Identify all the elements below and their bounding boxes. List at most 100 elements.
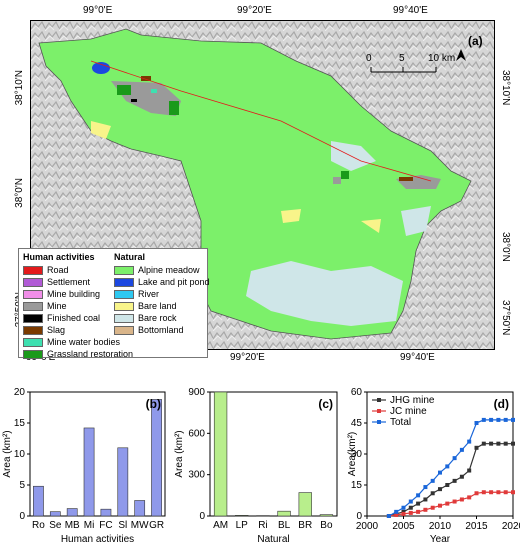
lat-label-left-2: 38°0'N xyxy=(14,178,25,208)
x-tick-label: BR xyxy=(298,520,312,531)
y-tick-label: 0 xyxy=(19,511,25,522)
coal-1 xyxy=(131,99,137,102)
human-legend-label: Mine xyxy=(47,301,67,311)
series-point xyxy=(504,442,508,446)
natural-legend-item: Bottomland xyxy=(114,324,210,336)
bar-BL xyxy=(278,511,291,516)
restoration-1 xyxy=(117,85,131,95)
lat-label-right-1: 38°10'N xyxy=(500,70,511,105)
bar-FC xyxy=(101,509,111,516)
x-axis-label: Year xyxy=(430,534,451,545)
x-tick-label: Ri xyxy=(258,520,267,531)
series-point xyxy=(416,493,420,497)
series-point xyxy=(460,497,464,501)
x-axis-label: Natural xyxy=(257,534,289,545)
bar-Mi xyxy=(84,428,94,516)
x-tick-label: 2015 xyxy=(465,521,488,532)
natural-legend-swatch xyxy=(114,326,134,335)
x-tick-label: 2010 xyxy=(429,521,452,532)
natural-legend-swatch xyxy=(114,290,134,299)
series-point xyxy=(409,506,413,510)
human-legend-label: Mine water bodies xyxy=(47,337,120,347)
y-tick-label: 5 xyxy=(19,480,25,491)
lon-label-bottom-3: 99°40'E xyxy=(400,352,435,363)
y-axis-label: Area (km²) xyxy=(2,430,13,477)
y-tick-label: 15 xyxy=(14,418,26,429)
series-point xyxy=(504,418,508,422)
series-point xyxy=(489,418,493,422)
series-point xyxy=(402,512,406,516)
human-legend-label: Settlement xyxy=(47,277,90,287)
series-point xyxy=(438,487,442,491)
series-point xyxy=(438,504,442,508)
y-tick-label: 0 xyxy=(199,511,205,522)
human-legend-swatch xyxy=(23,266,43,275)
series-point xyxy=(460,475,464,479)
chart-d: 01530456020002005201020152020YearArea(km… xyxy=(345,370,520,550)
series-point xyxy=(423,508,427,512)
series-point xyxy=(482,490,486,494)
x-tick-label: MW xyxy=(131,520,149,531)
x-tick-label: 2000 xyxy=(356,521,379,532)
human-legend-swatch xyxy=(23,338,43,347)
y-tick-label: 10 xyxy=(14,449,26,460)
bar-MW xyxy=(135,501,145,517)
series-point xyxy=(416,502,420,506)
series-point xyxy=(475,446,479,450)
series-point xyxy=(431,506,435,510)
bar-Bo xyxy=(320,515,333,516)
series-point xyxy=(467,440,471,444)
series-point xyxy=(511,418,515,422)
legend-marker xyxy=(377,409,381,413)
series-point xyxy=(416,510,420,514)
human-legend-item: Grassland restoration xyxy=(23,348,133,360)
series-point xyxy=(467,469,471,473)
slag-2 xyxy=(399,177,413,181)
panel-label: (d) xyxy=(494,397,509,411)
natural-legend-label: Alpine meadow xyxy=(138,265,200,275)
series-point xyxy=(438,471,442,475)
natural-legend-item: Bare rock xyxy=(114,312,210,324)
panel-label: (c) xyxy=(318,397,333,411)
human-legend-swatch xyxy=(23,302,43,311)
series-point xyxy=(511,442,515,446)
x-tick-label: GR xyxy=(149,520,164,531)
series-point xyxy=(482,442,486,446)
lon-label-top-3: 99°40'E xyxy=(393,5,428,16)
series-point xyxy=(475,421,479,425)
x-tick-label: Mi xyxy=(84,520,95,531)
series-point xyxy=(504,490,508,494)
human-legend-label: Slag xyxy=(47,325,65,335)
series-point xyxy=(409,500,413,504)
natural-legend-item: Alpine meadow xyxy=(114,264,210,276)
human-legend-label: Road xyxy=(47,265,69,275)
series-point xyxy=(496,442,500,446)
human-legend-swatch xyxy=(23,278,43,287)
scale-tick-5: 5 xyxy=(399,53,405,64)
series-point xyxy=(453,500,457,504)
y-tick-label: 15 xyxy=(351,480,363,491)
series-point xyxy=(453,456,457,460)
y-tick-label: 45 xyxy=(351,418,363,429)
legend-label: JC mine xyxy=(390,406,427,417)
legend-natural-title: Natural xyxy=(114,252,210,262)
series-point xyxy=(423,497,427,501)
natural-legend-swatch xyxy=(114,302,134,311)
natural-legend-label: Bare rock xyxy=(138,313,177,323)
series-line-0 xyxy=(389,444,513,516)
series-point xyxy=(445,483,449,487)
natural-legend-swatch xyxy=(114,266,134,275)
x-tick-label: MB xyxy=(65,520,80,531)
x-tick-label: Bo xyxy=(320,520,333,531)
bar-Sl xyxy=(118,448,128,516)
mine-water-1 xyxy=(151,89,157,93)
series-point xyxy=(394,510,398,514)
bar-BR xyxy=(299,493,312,516)
restoration-2 xyxy=(169,101,179,115)
map-panel-label: (a) xyxy=(468,34,483,48)
